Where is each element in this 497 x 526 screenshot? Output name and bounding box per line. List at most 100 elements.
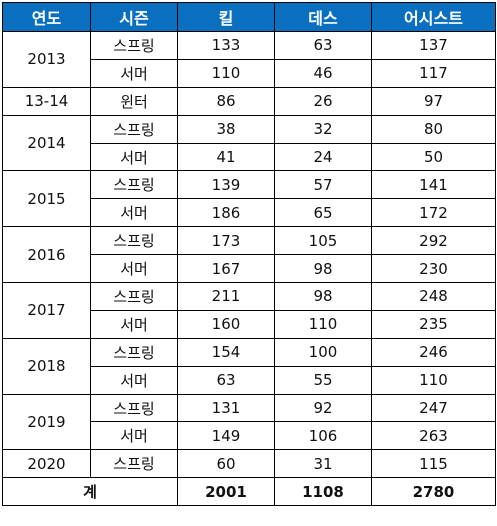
assist-cell: 292 — [371, 226, 496, 256]
death-cell: 110 — [274, 309, 372, 339]
kill-cell: 38 — [177, 114, 275, 144]
death-cell: 92 — [274, 393, 372, 423]
assist-cell: 172 — [371, 198, 496, 228]
assist-cell: 141 — [371, 170, 496, 200]
death-cell: 32 — [274, 114, 372, 144]
table-row: 서머 167 98 230 — [3, 254, 496, 284]
kill-cell: 131 — [177, 393, 275, 423]
kill-cell: 154 — [177, 337, 275, 367]
year-cell: 13-14 — [2, 86, 91, 116]
table-row: 2020 스프링 60 31 115 — [2, 449, 496, 479]
season-cell: 윈터 — [90, 86, 178, 116]
table-row: 서머 149 106 263 — [3, 421, 496, 451]
season-cell: 서머 — [90, 421, 178, 451]
season-cell: 서머 — [90, 309, 178, 339]
assist-cell: 263 — [371, 421, 496, 451]
table-row: 서머 186 65 172 — [3, 198, 496, 228]
season-cell: 서머 — [90, 142, 178, 172]
death-cell: 57 — [274, 170, 372, 200]
year-cell: 2014 — [2, 114, 91, 172]
assist-cell: 117 — [371, 58, 496, 88]
death-cell: 65 — [274, 198, 372, 228]
stats-table: 연도 시즌 킬 데스 어시스트 2013 스프링 133 63 137 서머 110 46 11… — [2, 2, 496, 507]
table-row: 2013 스프링 133 63 137 — [2, 31, 496, 88]
season-cell: 스프링 — [90, 282, 178, 311]
year-cell: 2017 — [2, 282, 91, 339]
season-cell: 스프링 — [90, 337, 178, 367]
header-season: 시즌 — [90, 2, 178, 32]
table-row: 서머 41 24 50 — [3, 142, 496, 172]
season-cell: 서머 — [90, 254, 178, 284]
table-row: 13-14 윈터 86 26 97 — [2, 86, 496, 116]
season-cell: 스프링 — [90, 449, 178, 479]
kill-cell: 139 — [177, 170, 275, 200]
table-body: 2013 스프링 133 63 137 서머 110 46 117 13-14 윈터 86 26 97 20… — [2, 31, 496, 479]
season-cell: 스프링 — [90, 226, 178, 256]
year-cell: 2019 — [2, 393, 91, 451]
year-cell: 2018 — [2, 337, 91, 395]
table-row: 서머 160 110 235 — [3, 309, 496, 339]
year-cell: 2016 — [2, 226, 91, 284]
table-row: 2014 스프링 38 32 80 — [2, 114, 496, 172]
death-cell: 98 — [274, 254, 372, 284]
header-death: 데스 — [274, 2, 372, 32]
table-row: 2016 스프링 173 105 292 — [2, 226, 496, 284]
assist-cell: 110 — [371, 365, 496, 395]
death-cell: 31 — [274, 449, 372, 479]
assist-cell: 115 — [371, 449, 496, 479]
header-year: 연도 — [2, 2, 91, 32]
death-cell: 106 — [274, 421, 372, 451]
assist-cell: 230 — [371, 254, 496, 284]
table-row: 2017 스프링 211 98 248 — [2, 282, 496, 339]
year-cell: 2020 — [2, 449, 91, 479]
kill-cell: 133 — [177, 31, 275, 60]
kill-cell: 149 — [177, 421, 275, 451]
season-cell: 스프링 — [90, 393, 178, 423]
assist-cell: 80 — [371, 114, 496, 144]
death-cell: 24 — [274, 142, 372, 172]
table-row: 2015 스프링 139 57 141 — [2, 170, 496, 228]
kill-cell: 173 — [177, 226, 275, 256]
season-cell: 서머 — [90, 198, 178, 228]
assist-cell: 50 — [371, 142, 496, 172]
season-cell: 스프링 — [90, 170, 178, 200]
season-cell: 스프링 — [90, 114, 178, 144]
year-cell: 2013 — [2, 31, 91, 88]
total-death: 1108 — [274, 477, 372, 507]
header-assist: 어시스트 — [371, 2, 496, 32]
year-cell: 2015 — [2, 170, 91, 228]
kill-cell: 167 — [177, 254, 275, 284]
assist-cell: 235 — [371, 309, 496, 339]
total-row: 계 2001 1108 2780 — [2, 477, 496, 507]
season-cell: 스프링 — [90, 31, 178, 60]
kill-cell: 63 — [177, 365, 275, 395]
kill-cell: 110 — [177, 58, 275, 88]
kill-cell: 186 — [177, 198, 275, 228]
season-cell: 서머 — [90, 58, 178, 88]
kill-cell: 86 — [177, 86, 275, 116]
kill-cell: 60 — [177, 449, 275, 479]
table-row: 서머 63 55 110 — [3, 365, 496, 395]
death-cell: 98 — [274, 282, 372, 311]
assist-cell: 247 — [371, 393, 496, 423]
assist-cell: 248 — [371, 282, 496, 311]
death-cell: 46 — [274, 58, 372, 88]
assist-cell: 137 — [371, 31, 496, 60]
kill-cell: 160 — [177, 309, 275, 339]
death-cell: 63 — [274, 31, 372, 60]
header-row: 연도 시즌 킬 데스 어시스트 — [2, 2, 496, 32]
death-cell: 55 — [274, 365, 372, 395]
header-kill: 킬 — [177, 2, 275, 32]
assist-cell: 97 — [371, 86, 496, 116]
table-row: 2019 스프링 131 92 247 — [2, 393, 496, 451]
death-cell: 105 — [274, 226, 372, 256]
total-kill: 2001 — [177, 477, 275, 507]
assist-cell: 246 — [371, 337, 496, 367]
season-cell: 서머 — [90, 365, 178, 395]
kill-cell: 211 — [177, 282, 275, 311]
total-assist: 2780 — [371, 477, 496, 507]
kill-cell: 41 — [177, 142, 275, 172]
death-cell: 26 — [274, 86, 372, 116]
total-label: 계 — [2, 477, 178, 507]
death-cell: 100 — [274, 337, 372, 367]
